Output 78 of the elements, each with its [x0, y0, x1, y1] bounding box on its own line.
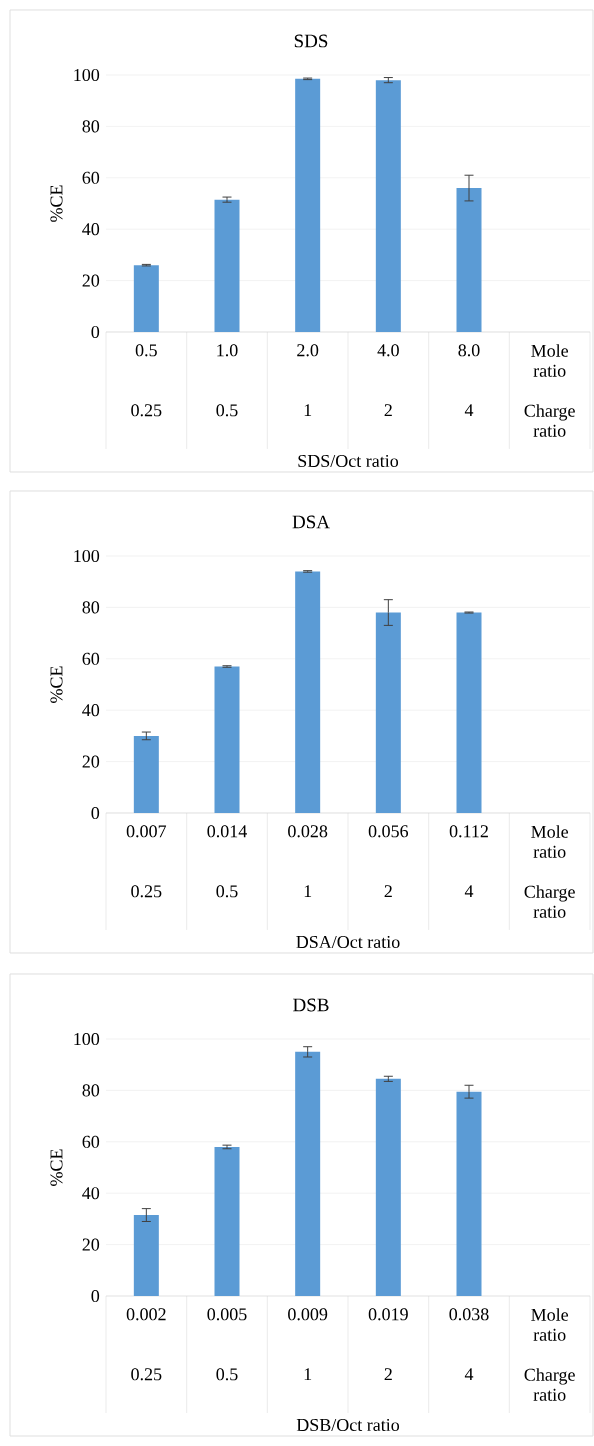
bar	[375, 612, 401, 813]
y-tick-label: 100	[74, 1032, 100, 1046]
x-tick-label: 0.007	[126, 825, 167, 838]
text: 0.25	[131, 1368, 162, 1381]
text: 1	[304, 1368, 312, 1381]
bar	[375, 1078, 401, 1296]
chart-title: SDS	[294, 34, 328, 48]
y-axis-title: %CE	[50, 185, 63, 222]
y-tick-label: 40	[82, 1187, 100, 1200]
y-tick-label: 0	[91, 1289, 100, 1303]
x-tick-label: 0.009	[288, 1308, 328, 1321]
text: 0.5	[216, 1368, 238, 1381]
y-tick-label: 0	[91, 325, 100, 339]
text: 1	[304, 404, 312, 417]
bar	[214, 1146, 240, 1296]
text: 0.5	[216, 404, 238, 417]
y-tick-label: 20	[82, 274, 100, 287]
text: 1	[304, 885, 312, 898]
x-tick-label: 0.5	[135, 344, 157, 357]
text: Charge ratio	[524, 885, 575, 918]
text: 4	[464, 404, 474, 417]
bar	[375, 80, 401, 332]
y-axis-title: %CE	[50, 1149, 63, 1186]
y-tick-label: 80	[82, 120, 100, 133]
x-axis-title: DSA/Oct ratio	[296, 935, 400, 949]
bar	[295, 571, 321, 813]
bar	[295, 1051, 321, 1296]
y-tick-label: 40	[82, 223, 100, 236]
bar	[295, 78, 321, 332]
x-tick-label: 0.019	[368, 1308, 408, 1321]
y-tick-label: 60	[82, 652, 100, 665]
text: 2	[384, 1368, 392, 1381]
text: 0.25	[131, 404, 162, 417]
y-tick-label: 100	[74, 549, 100, 563]
y-tick-label: 80	[82, 1084, 100, 1097]
text: Charge ratio	[524, 1368, 575, 1401]
x-tick-label: 0.038	[449, 1308, 489, 1321]
bar	[456, 612, 482, 813]
bar	[133, 735, 159, 813]
y-tick-label: 40	[82, 704, 100, 717]
x-tick-label: 8.0	[458, 344, 480, 357]
y-tick-label: 20	[82, 1238, 100, 1251]
text: 0.25	[131, 885, 162, 898]
bar	[214, 666, 240, 813]
bar	[456, 188, 482, 332]
y-tick-label: 80	[82, 601, 100, 614]
y-tick-label: 60	[82, 171, 100, 184]
text: 4	[464, 1368, 474, 1381]
x-tick-label: 0.014	[207, 825, 247, 838]
x-axis-title: DSB/Oct ratio	[296, 1418, 400, 1432]
x-tick-label: Mole ratio	[531, 344, 569, 377]
x-tick-label: 1.0	[217, 344, 238, 357]
y-tick-label: 0	[91, 806, 100, 820]
x-tick-label: 4.0	[377, 344, 399, 357]
bar	[456, 1091, 482, 1296]
x-tick-label: 0.028	[288, 825, 328, 838]
x-tick-label: 0.002	[126, 1308, 166, 1321]
bar	[214, 199, 240, 332]
y-axis-title: %CE	[50, 666, 63, 703]
text: 4	[464, 885, 474, 898]
text: Charge ratio	[524, 404, 575, 437]
text: 2	[384, 885, 392, 898]
bar	[133, 265, 159, 332]
x-tick-label: 0.112	[449, 825, 488, 838]
x-tick-label: 0.005	[207, 1308, 247, 1321]
x-tick-label: Mole ratio	[531, 1308, 569, 1341]
bar	[133, 1215, 159, 1296]
x-tick-label: Mole ratio	[531, 825, 569, 858]
text: 0.5	[216, 885, 238, 898]
chart-title: DSA	[292, 515, 330, 529]
chart-title: DSB	[293, 998, 329, 1012]
x-axis-title: SDS/Oct ratio	[298, 454, 399, 468]
text: 2	[384, 404, 392, 417]
y-tick-label: 60	[82, 1135, 100, 1148]
x-tick-label: 2.0	[297, 344, 319, 357]
y-tick-label: 100	[74, 68, 100, 82]
x-tick-label: 0.056	[368, 825, 409, 838]
y-tick-label: 20	[82, 755, 100, 768]
